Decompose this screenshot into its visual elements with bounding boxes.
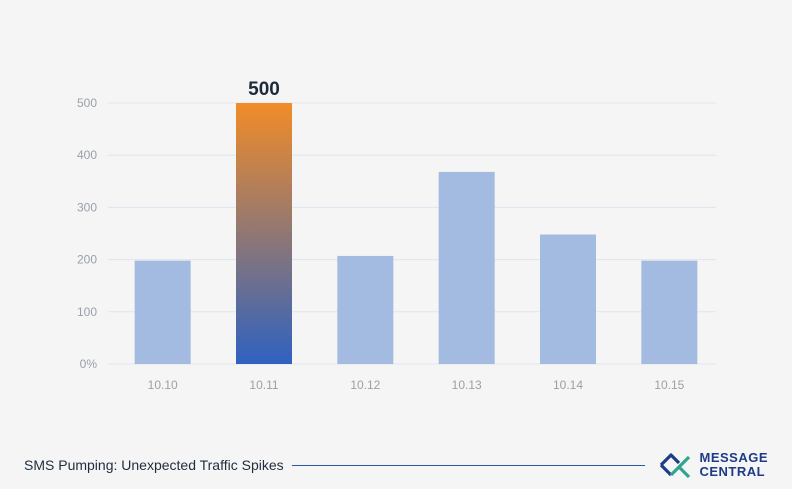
message-central-logo-icon: [660, 453, 691, 479]
logo-text-line2: CENTRAL: [699, 464, 766, 479]
bar-10-13: [438, 171, 495, 364]
x-tick-label: 10.12: [350, 378, 380, 392]
y-tick-label: 500: [77, 96, 97, 110]
bar-10-11: [236, 103, 292, 364]
message-central-logo: MESSAGE CENTRAL: [657, 450, 768, 480]
bar-chart: 0% 100 200 300 400 500 10.10 10.11 10.12 10.13 10…: [77, 79, 716, 392]
x-tick-label: 10.14: [553, 378, 583, 392]
y-tick-label: 100: [77, 305, 97, 319]
y-tick-label: 300: [77, 200, 97, 214]
data-label-peak: 500: [248, 79, 280, 100]
x-tick-label: 10.10: [148, 378, 178, 392]
y-tick-label: 200: [77, 253, 97, 267]
y-tick-label: 400: [77, 148, 97, 162]
logo-text-line1: MESSAGE: [699, 450, 768, 465]
bar-10-14: [540, 234, 596, 364]
x-tick-label: 10.13: [452, 378, 482, 392]
caption-divider: [291, 464, 646, 466]
x-tick-label: 10.15: [654, 378, 684, 392]
bar-10-10: [134, 260, 191, 364]
footer: SMS Pumping: Unexpected Traffic Spikes M…: [24, 450, 768, 480]
bar-10-12: [337, 255, 394, 364]
x-tick-label: 10.11: [249, 378, 278, 392]
bar-10-15: [641, 260, 698, 364]
chart-caption: SMS Pumping: Unexpected Traffic Spikes: [24, 457, 284, 473]
y-tick-label: 0%: [80, 357, 98, 371]
